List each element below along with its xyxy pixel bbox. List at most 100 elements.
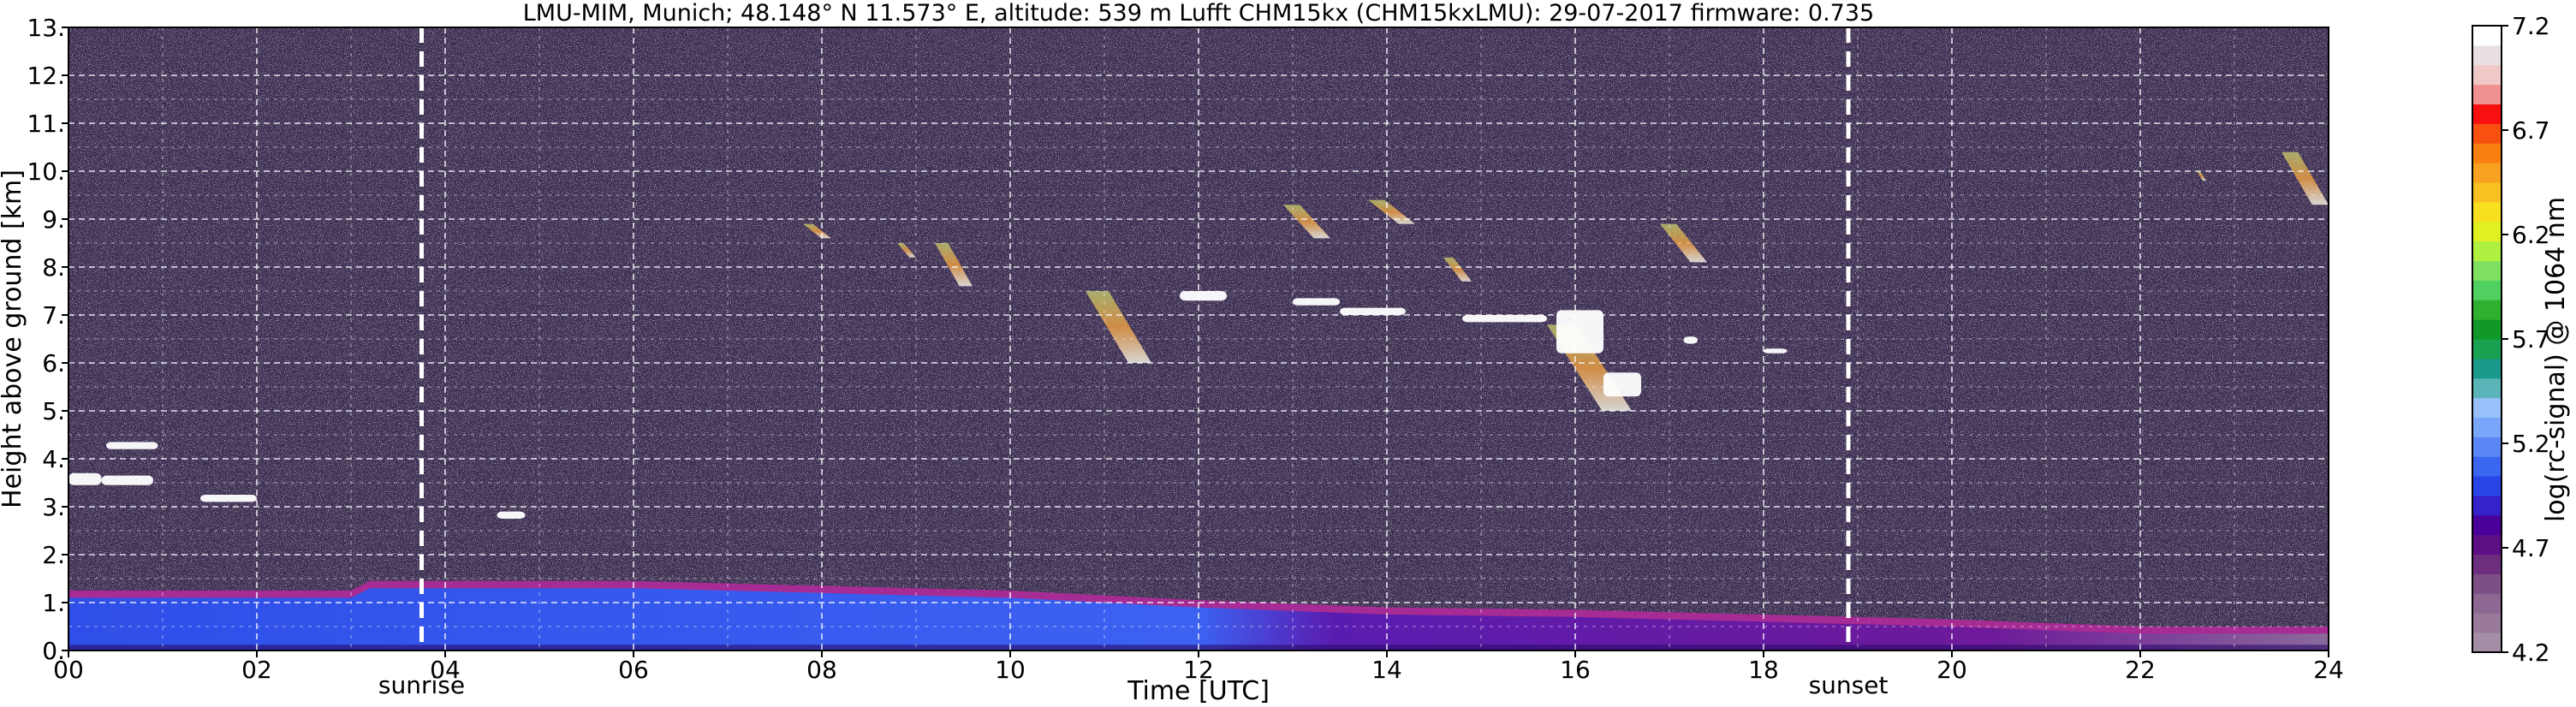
x-tick-label: 04 — [430, 656, 461, 684]
cloud-patch — [106, 442, 158, 449]
cirrus-streak — [803, 223, 831, 239]
colorbar-segment — [2472, 104, 2502, 124]
y-tick-label: 0. — [42, 637, 65, 665]
cloud-patch — [1293, 298, 1340, 306]
cloud-patch — [497, 511, 526, 519]
x-tick-label: 00 — [53, 656, 84, 684]
cirrus-streak — [2197, 171, 2206, 181]
colorbar-tick-label: 5.2 — [2512, 430, 2550, 458]
colorbar-segment — [2472, 534, 2502, 556]
colorbar-tick-label: 5.7 — [2512, 325, 2550, 354]
y-tick-label: 6. — [42, 349, 65, 377]
y-tick-label: 1. — [42, 589, 65, 617]
y-tick-label: 3. — [42, 493, 65, 521]
colorbar-segment — [2472, 143, 2502, 163]
colorbar-segment — [2472, 26, 2502, 46]
x-tick-label: 14 — [1371, 656, 1402, 684]
cloud-patch — [101, 475, 153, 485]
colorbar-segment — [2472, 241, 2502, 261]
colorbar: 4.2 4.7 5.2 5.7 6.2 6.7 7.2 — [2472, 12, 2550, 667]
cloud-patch — [1462, 315, 1547, 323]
colorbar-segment — [2472, 397, 2502, 418]
colorbar-tick-label: 6.7 — [2512, 116, 2550, 145]
y-tick-label: 5. — [42, 397, 65, 425]
cirrus-streak — [1086, 291, 1151, 363]
cirrus-streak — [1283, 205, 1330, 239]
grid — [68, 27, 2329, 651]
colorbar-segment — [2472, 201, 2502, 223]
y-tick-label: 10. — [27, 157, 65, 186]
colorbar-segment — [2472, 573, 2502, 594]
cirrus-streak — [1368, 199, 1415, 224]
y-tick-label: 7. — [42, 301, 65, 330]
y-tick-label: 12. — [27, 62, 65, 90]
colorbar-segment — [2472, 123, 2502, 144]
colorbar-segment — [2472, 300, 2502, 320]
colorbar-segment — [2472, 377, 2502, 399]
cloud-patch — [1603, 372, 1641, 397]
y-tick-label: 4. — [42, 445, 65, 473]
x-tick-label: 02 — [241, 656, 272, 684]
x-tick-label: 20 — [1936, 656, 1967, 684]
colorbar-segment — [2472, 64, 2502, 86]
y-tick-label: 11. — [27, 110, 65, 138]
colorbar-segment — [2472, 45, 2502, 66]
colorbar-segment — [2472, 221, 2502, 242]
y-axis: 0. 1. 2. 3. 4. 5. 6. 7. 8. 9. 10. 11. 12. 13. — [27, 14, 68, 665]
cloud-patch — [1683, 336, 1698, 344]
colorbar-segment — [2472, 613, 2502, 633]
cloud-patch — [1340, 307, 1406, 315]
cloud-patch — [1764, 348, 1788, 354]
cirrus-streak — [2282, 152, 2329, 205]
colorbar-segment — [2472, 633, 2502, 653]
x-tick-label: 24 — [2313, 656, 2344, 684]
colorbar-segment — [2472, 593, 2502, 614]
colorbar-segment — [2472, 554, 2502, 574]
marker-label-sunset: sunset — [1809, 671, 1889, 699]
colorbar-segment — [2472, 456, 2502, 477]
marker-label-sunrise: sunrise — [378, 671, 465, 699]
cloud-patch — [1556, 310, 1603, 354]
x-tick-label: 12 — [1183, 656, 1214, 684]
colorbar-segment — [2472, 496, 2502, 516]
cirrus-streak — [897, 243, 916, 258]
colorbar-tick-label: 4.7 — [2512, 534, 2550, 562]
y-tick-label: 13. — [27, 14, 65, 42]
cirrus-streak — [935, 243, 973, 287]
colorbar-segment — [2472, 163, 2502, 183]
x-tick-label: 16 — [1560, 656, 1591, 684]
x-tick-label: 10 — [995, 656, 1026, 684]
y-tick-label: 9. — [42, 205, 65, 234]
plot-area — [68, 27, 2329, 651]
colorbar-segment — [2472, 417, 2502, 437]
colorbar-segment — [2472, 280, 2502, 300]
colorbar-segment — [2472, 182, 2502, 203]
sun-markers — [419, 27, 1851, 651]
x-tick-label: 22 — [2125, 656, 2156, 684]
x-tick-label: 08 — [806, 656, 837, 684]
colorbar-segment — [2472, 358, 2502, 379]
cloud-patch — [1180, 291, 1227, 301]
x-tick-label: 18 — [1748, 656, 1779, 684]
colorbar-tick-label: 7.2 — [2512, 12, 2550, 40]
cirrus-streak — [1660, 223, 1707, 263]
y-tick-label: 2. — [42, 541, 65, 569]
colorbar-segment — [2472, 260, 2502, 281]
cloud-patch — [200, 495, 257, 502]
colorbar-tick-label: 6.2 — [2512, 221, 2550, 249]
colorbar-segment — [2472, 84, 2502, 104]
colorbar-segment — [2472, 319, 2502, 340]
y-tick-label: 8. — [42, 253, 65, 282]
cirrus-streak — [1443, 257, 1472, 282]
x-axis-label: Time [UTC] — [1127, 676, 1270, 706]
chart-title: LMU-MIM, Munich; 48.148° N 11.573° E, al… — [523, 0, 1874, 27]
colorbar-segment — [2472, 437, 2502, 457]
x-tick-label: 06 — [618, 656, 649, 684]
y-axis-label: Height above ground [km] — [0, 169, 27, 508]
cloud-patch — [68, 472, 102, 485]
colorbar-label: log(rc-signal) @ 1064 nm — [2541, 197, 2571, 522]
colorbar-tick-label: 4.2 — [2512, 639, 2550, 667]
colorbar-segment — [2472, 476, 2502, 496]
x-axis: 00 02 04 06 08 10 12 14 16 18 20 22 24 — [53, 651, 2344, 684]
